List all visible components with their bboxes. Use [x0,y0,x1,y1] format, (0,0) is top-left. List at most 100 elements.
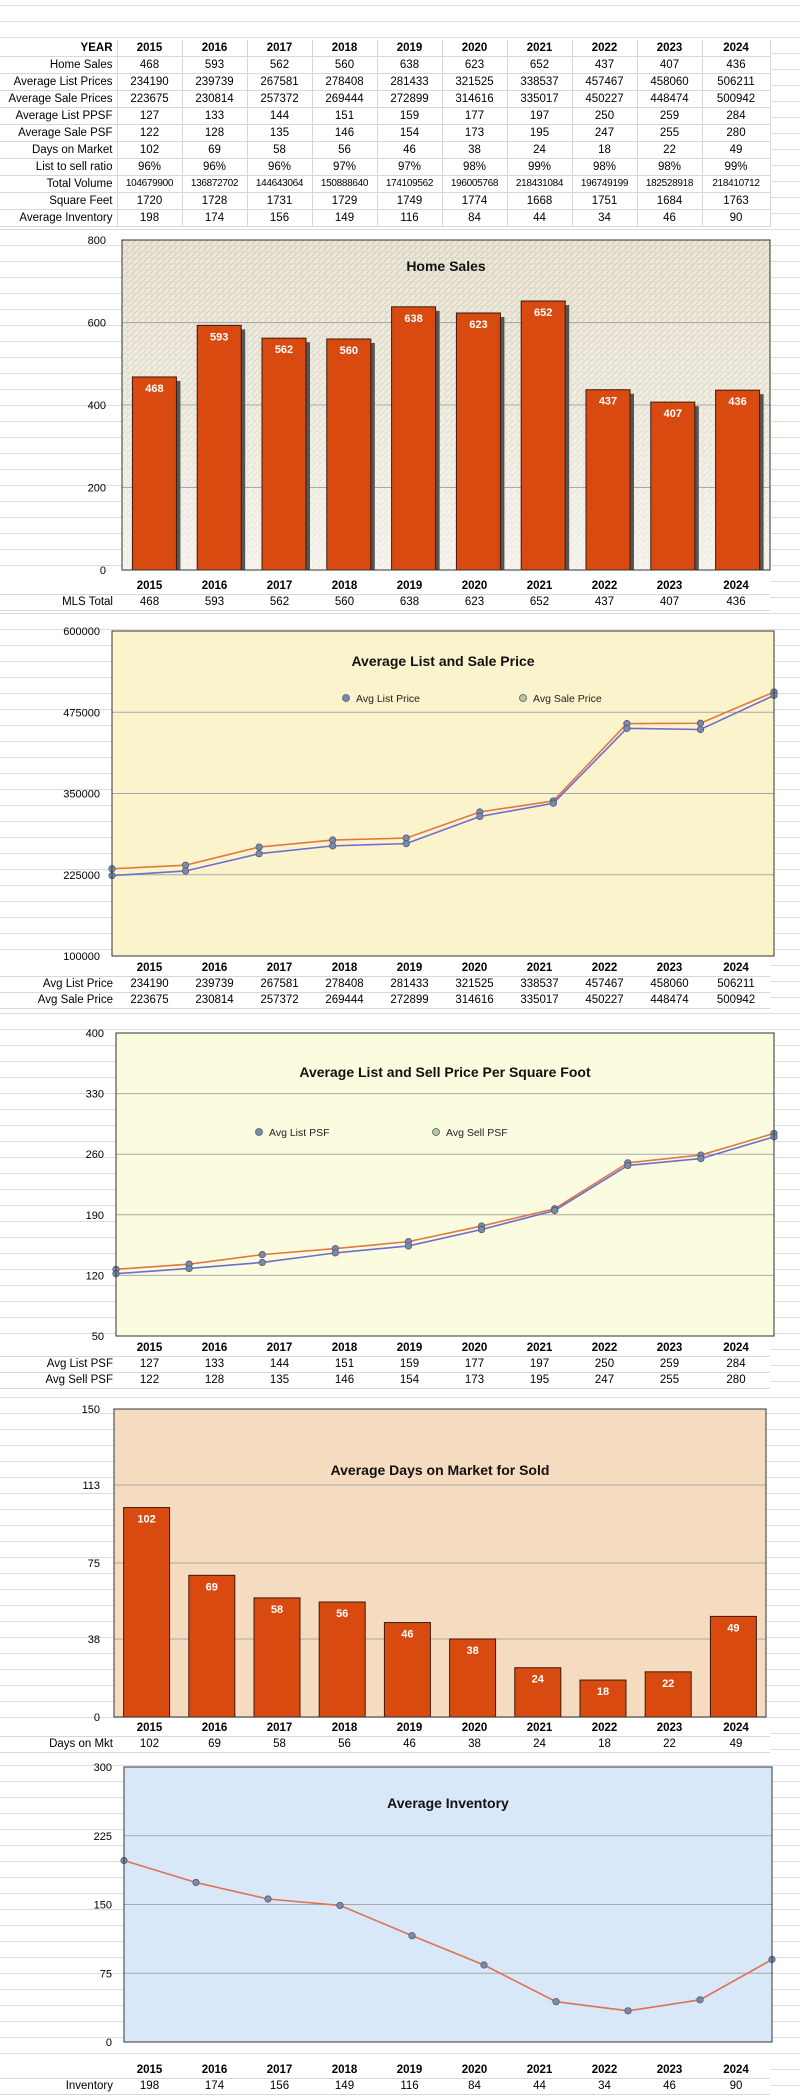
table-cell: 436 [702,56,771,74]
table-cell: 58 [247,1736,312,1753]
table-cell: 506211 [702,976,770,993]
days-on-market-chart: 0 38 75 113 150 102 69 58 56 46 38 24 18 22 49 Average … [82,1404,767,1724]
legend-marker [255,1128,263,1136]
table-cell: 623 [442,56,508,74]
year-label: 2018 [312,1341,377,1357]
series-line [111,694,775,877]
bar-value-label: 46 [401,1629,413,1641]
y-tick-label: 0 [106,2037,112,2049]
year-label: 2018 [312,579,377,595]
table-cell: 321525 [442,976,507,993]
table-cell: 49 [702,1736,770,1753]
table-row: Avg List PSF 127 133 144 151 159 177 197 250 259 2… [0,1356,770,1373]
bar [318,1601,366,1718]
table-cell: 652 [507,56,573,74]
table-cell: 284 [702,1356,770,1373]
year-header-cell: 2016 [182,40,248,57]
row-label: Avg List PSF [0,1356,117,1373]
table-cell: 278408 [312,976,377,993]
y-tick-label: 225 [94,1831,112,1843]
data-point [696,719,705,727]
table-cell: 267581 [247,73,313,91]
row-label: Days on Mkt [0,1736,117,1753]
year-header-cell: 2017 [247,40,313,57]
year-label: 2021 [507,1341,572,1357]
table-cell: 46 [637,2078,702,2095]
table-cell: 149 [312,2078,377,2095]
table-cell: 562 [247,56,313,74]
y-tick-label: 600 [88,318,106,330]
y-tick-label: 100000 [63,951,100,963]
year-label: 2022 [572,1341,637,1357]
table-cell: 90 [702,209,771,227]
data-point [549,799,557,807]
table-row: Avg Sell PSF 122 128 135 146 154 173 195 247 255 2… [0,1372,770,1389]
year-label: 2022 [572,1721,637,1737]
table-cell: 174 [182,2078,247,2095]
table-cell: 177 [442,107,508,125]
table-cell: 272899 [377,992,442,1009]
table-cell: 195 [507,124,573,142]
y-tick-label: 400 [88,400,106,412]
year-label: 2023 [637,579,702,595]
row-label: Average Sale Prices [0,90,118,108]
data-point [624,2007,632,2015]
table-cell: 218431084 [507,175,573,193]
plot-border [121,239,771,571]
row-label: Total Volume [0,175,118,193]
table-cell: 56 [312,1736,377,1753]
bar-value-label: 49 [727,1622,739,1634]
table-cell: 133 [182,107,248,125]
legend-entry: Avg List Price [356,693,420,705]
average-inventory-table: 2015 2016 2017 2018 2019 2020 2021 2022 2023 2024… [0,2063,770,2095]
bar-value-label: 24 [532,1674,545,1686]
table-cell: 437 [572,56,638,74]
table-cell: 281433 [377,976,442,993]
data-point [552,1998,560,2006]
y-tick-label: 300 [94,1762,112,1774]
year-label: 2015 [117,2063,182,2079]
table-cell: 195 [507,1372,572,1389]
legend-entry: Avg List PSF [269,1127,330,1139]
row-label: Average Sale PSF [0,124,118,142]
row-label: Avg Sale Price [0,992,117,1009]
table-cell: 1720 [117,192,183,210]
year-header-cell: 2018 [312,40,378,57]
bar-value-label: 407 [664,408,682,420]
y-tick-label: 200 [88,483,106,495]
table-row: Average Inventory 198 174 156 149 116 84 44 34 46… [0,209,771,227]
year-label: 2024 [702,2063,770,2079]
data-point [258,1251,266,1259]
year-label: 2020 [442,2063,507,2079]
table-cell: 335017 [507,90,573,108]
plot-border [113,1408,767,1718]
y-tick-label: 260 [86,1149,104,1161]
table-cell: 97% [377,158,443,176]
average-inventory-chart: 0 75 150 225 300 Average Inventory [94,1762,776,2049]
table-cell: 44 [507,2078,572,2095]
year-label: 2018 [312,961,377,977]
y-tick-label: 0 [94,1712,100,1724]
table-cell: 638 [377,56,443,74]
table-row: Inventory 198 174 156 149 116 84 44 34 46 90 [0,2078,770,2095]
plot-border [115,1032,775,1337]
data-point [255,850,263,858]
table-cell: 638 [377,594,442,611]
table-cell: 223675 [117,90,183,108]
table-cell: 230814 [182,992,247,1009]
year-label: 2017 [247,579,312,595]
bar [261,337,307,571]
data-point [402,840,410,848]
table-cell: 280 [702,1372,770,1389]
data-point [623,724,631,732]
table-cell: 22 [637,141,703,159]
bar [383,1622,431,1718]
table-cell: 247 [572,1372,637,1389]
table-cell: 38 [442,141,508,159]
table-cell: 96% [117,158,183,176]
data-point [697,1154,705,1163]
row-label: Days on Market [0,141,118,159]
bar [326,338,372,571]
table-cell: 196749199 [572,175,638,193]
data-point [408,1932,416,1940]
